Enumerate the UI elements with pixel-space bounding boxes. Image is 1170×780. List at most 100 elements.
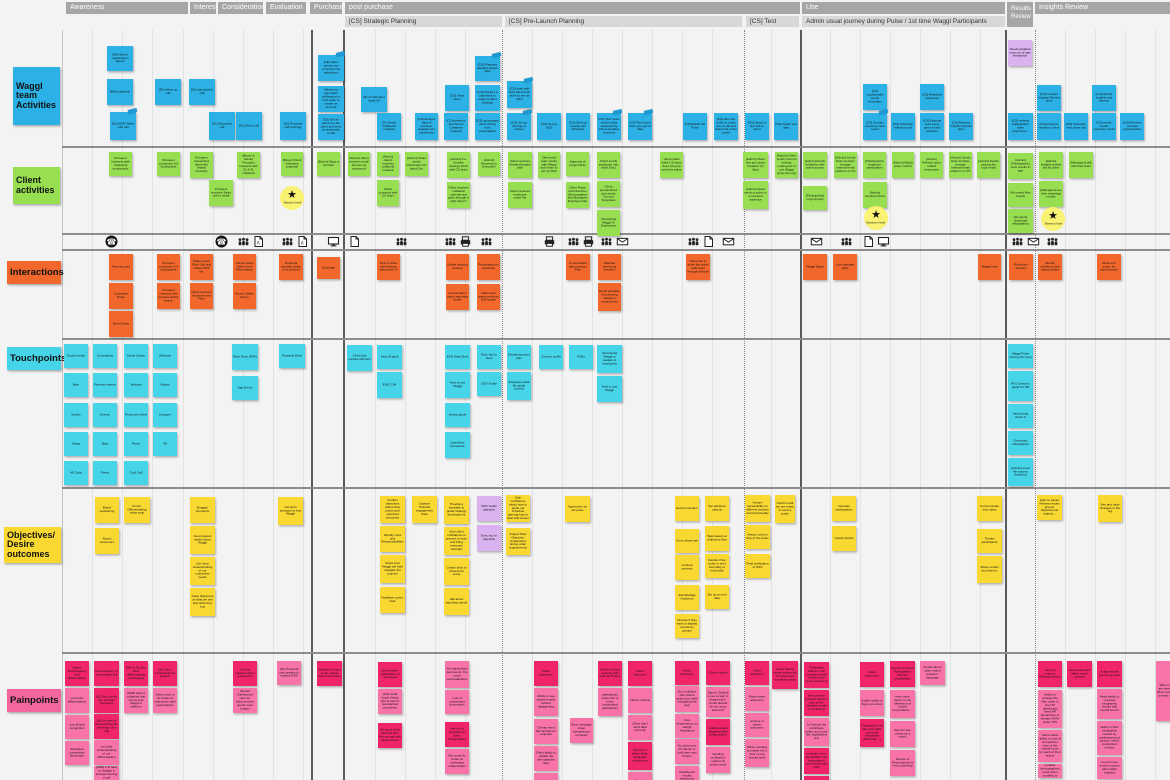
sticky-note[interactable]: Website [124,373,148,397]
sticky-note[interactable]: [SL] Proposal only speaks to replace EVE [277,661,301,685]
row-label-note[interactable]: Waggl team Activities [13,67,60,125]
sticky-note[interactable]: [CS] occasionally sends reminders [863,84,887,110]
sticky-note[interactable]: People vs Respondents is very confusing [890,750,915,776]
sticky-note[interactable]: [MK] Event organization attend [107,46,133,71]
sticky-note[interactable]: Client autonomy [675,661,699,685]
sticky-note[interactable]: Cold Call [124,461,148,485]
sticky-note[interactable]: Filters of multiple demographics used wh… [1038,764,1062,778]
sticky-note[interactable]: [Admin] clients receives collateral mate… [377,152,399,176]
sticky-note[interactable]: Lots of customized documents [445,690,469,714]
sticky-note[interactable]: Prospect receives Sales call or email [209,180,233,206]
row-label-note[interactable]: Interactions [7,261,64,284]
sticky-note[interactable]: [SL] don't understand the product [153,661,177,686]
sticky-note[interactable]: How to use Waggl [597,376,622,402]
sticky-note[interactable]: Get clear understanding of our customers… [190,557,215,585]
sticky-note[interactable]: [SL] follow up call [155,79,181,105]
sticky-note[interactable]: [CS] Visits client [445,85,469,111]
sticky-note[interactable]: Client connects with CS team [377,180,399,206]
sticky-note[interactable]: [Managers] see their individual results [1039,181,1063,207]
sticky-note[interactable]: Conversation about reporting needs [446,284,469,310]
sticky-note[interactable]: Project Plan Objective: Understand timin… [506,528,530,555]
sticky-note[interactable]: [CS] Reviews renewal opportunities [1120,113,1144,140]
sticky-note[interactable]: Comm. Differentiating value prop [124,497,150,523]
sticky-note[interactable]: Client tech team works with Waggl tech t… [538,152,560,178]
sticky-note[interactable]: Error message when forwarding a reminder [570,718,593,743]
sticky-note[interactable]: Need better clarification of next steps [378,662,402,687]
sticky-note[interactable]: Low bran differentiation [65,688,89,713]
sticky-note[interactable]: Beer [64,373,88,397]
sticky-note[interactable]: Archive or delete autonomy [745,713,769,737]
sticky-note[interactable]: not clear understanding of our different… [94,740,119,765]
sticky-note[interactable]: Exec buy in deck [477,345,501,369]
sticky-note[interactable]: testing guide [445,403,470,427]
sticky-note[interactable]: Comms toolkit [539,345,563,369]
sticky-note[interactable]: [SL] Proposal call (pricing) [280,112,306,140]
sticky-note[interactable]: [CS] accompany client during exec presen… [475,113,500,140]
sticky-note[interactable]: Social media [64,344,88,368]
sticky-note[interactable]: Sales sends Pitch Call and shares PDF fi… [190,254,213,280]
sticky-note[interactable]: Client ability to update the demographic… [534,746,558,771]
sticky-note[interactable]: Set advance options [705,496,729,521]
people-icon[interactable] [1011,235,1024,248]
sticky-note[interactable]: participants share link to invite uninte… [598,688,622,716]
pdf-icon[interactable]: A [296,235,309,248]
sticky-note[interactable]: [SL] introduction call [189,79,215,105]
subphase-header[interactable]: Admin usual journey during Pulse / 1st t… [802,16,1005,27]
sticky-note[interactable]: Introducing Waggl to leaders & employees [597,345,622,373]
moment-of-truth-marker[interactable]: ★ Moments of truth [864,206,888,230]
sticky-note[interactable]: Press [124,432,148,456]
sticky-note[interactable]: IR & Check in guide for HR [1008,371,1033,401]
subphase-header[interactable]: [CS] Pre-Launch Planning [505,16,742,27]
sticky-note[interactable]: Kick of video call between sales and CS [377,254,400,280]
sticky-note[interactable]: [Buyer] Client evaluates proposal [281,152,303,176]
sticky-note[interactable]: identify problems and opportunities [1038,254,1062,280]
sticky-note[interactable]: Client tech teams receives SSO guide [477,284,500,310]
sticky-note[interactable]: [CS] reviews participation rates respons… [1008,113,1033,140]
sticky-note[interactable]: Capture Historial engagement Data [412,496,437,523]
sticky-note[interactable]: Screen Share Demo [233,283,256,309]
sticky-note[interactable]: Decide if the pulse is sent internally o… [705,554,729,578]
sticky-note[interactable]: Choose if they want to display results b… [675,614,699,638]
sticky-note[interactable]: Client sends employee Info (tech Doc) [597,152,620,178]
sticky-note[interactable]: Inconsistency of how people sell [94,661,119,686]
doc-icon[interactable] [702,235,715,248]
sticky-note[interactable]: Client waits while CS team does pre pop … [660,152,683,178]
sticky-note[interactable]: Not confident with clients autonomy whil… [675,686,699,712]
sticky-note[interactable]: Gain confidence about how to guide set s… [506,495,530,522]
sticky-note[interactable]: Sending verification metrics (# invites … [706,747,730,773]
sticky-note[interactable]: Pitch Deck (PDF) [232,344,258,370]
sticky-note[interactable]: Need of better security with links for P… [598,661,622,686]
sticky-note[interactable]: email formatting issues [804,776,829,780]
sticky-note[interactable]: No autonomy for clients to built their o… [675,739,699,764]
sticky-note[interactable]: Saturated competitive landscape [65,741,89,765]
sticky-note[interactable]: When sending to mobile the 3 dots on top… [745,739,769,767]
sticky-note[interactable]: Attract customers [95,528,119,554]
sticky-note[interactable]: App Demo [232,376,258,400]
sticky-note[interactable]: Waggl ends [978,254,1001,280]
phase-header[interactable]: Insights Review [1035,2,1170,14]
sticky-note[interactable]: [ADR] It is hard to engage a prospect du… [94,766,119,780]
envelope-icon[interactable] [810,235,823,248]
sticky-note[interactable]: Sign in: Default a yes to sign in requir… [706,687,730,717]
sticky-note[interactable]: [Admin] Refresh open ended responses [920,152,943,178]
people-icon[interactable] [237,235,250,248]
sticky-note[interactable]: Give client confidence to present to exe… [444,527,469,555]
sticky-note[interactable]: [ADR] lack of collateral that shows how … [124,688,148,713]
people-icon[interactable] [395,235,408,248]
sticky-note[interactable]: Consultants [93,344,117,368]
sticky-note[interactable]: [SL & CS] client hand-off [361,87,387,112]
sticky-note[interactable]: [Admin] Sends Invitation with pulse acce… [803,152,827,178]
sticky-note[interactable]: [Admin] Sends closing the loop email [977,152,1000,178]
monitor-icon[interactable] [877,235,890,248]
sticky-note[interactable]: Low Brand recognition [65,715,89,739]
sticky-note[interactable]: Reflection Session [1009,254,1033,280]
sticky-note[interactable]: Proposal Deck [279,344,305,368]
sticky-note[interactable]: [CS] after the pulse is ready sets a cal… [714,113,738,140]
sticky-note[interactable]: AE Calls [64,461,88,485]
people-icon[interactable] [600,235,613,248]
sticky-note[interactable]: Confirm objectives define flow points an… [380,496,405,523]
sticky-note[interactable]: Participate button in the invitation ema… [804,662,829,688]
sticky-note[interactable]: [Admin] Client sends Comms inviting empl… [775,152,798,178]
sticky-note[interactable]: Thanks participants [977,529,1002,553]
sticky-note[interactable]: [CS] Clears test data [774,113,798,140]
